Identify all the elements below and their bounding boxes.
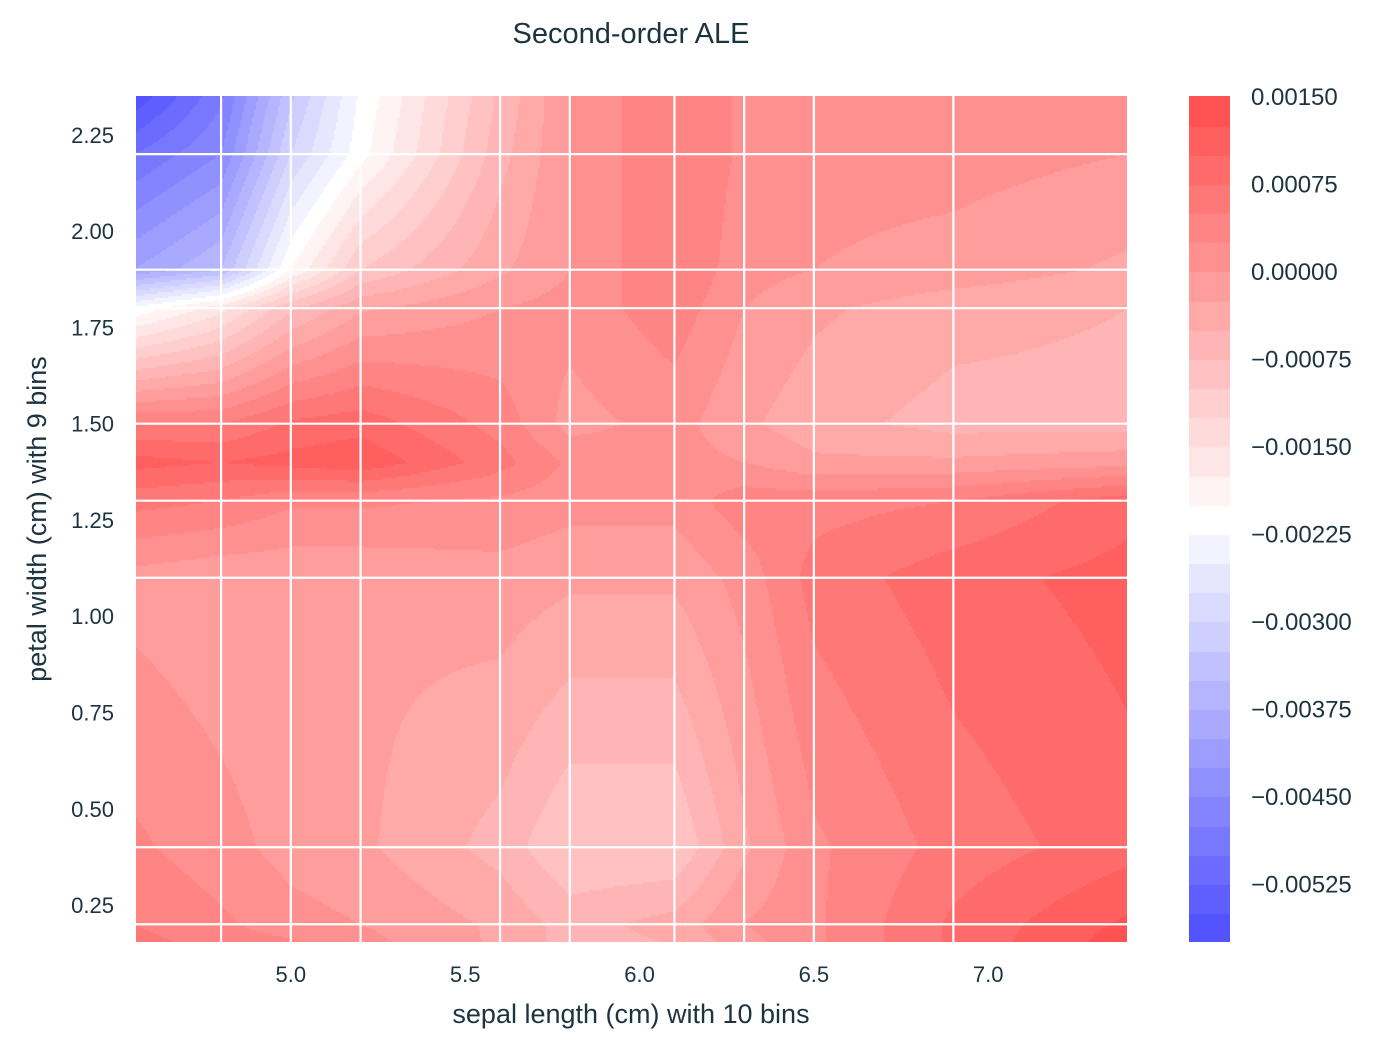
y-tick-label: 1.75 <box>71 315 114 340</box>
colorbar <box>1189 96 1230 942</box>
y-tick-label: 1.25 <box>71 508 114 533</box>
colorbar-tick-label: −0.00150 <box>1251 434 1352 461</box>
y-tick-label: 0.25 <box>71 893 114 918</box>
grid-lines <box>136 96 1127 942</box>
colorbar-tick-label: 0.00150 <box>1251 84 1338 111</box>
x-axis-ticks: 5.0 5.5 6.0 6.5 7.0 <box>276 962 1004 987</box>
y-tick-label: 0.75 <box>71 700 114 725</box>
colorbar-tick-label: −0.00525 <box>1251 872 1352 899</box>
x-axis-label: sepal length (cm) with 10 bins <box>452 999 809 1029</box>
x-tick-label: 7.0 <box>973 962 1004 987</box>
y-tick-label: 2.25 <box>71 123 114 148</box>
colorbar-tick-label: −0.00075 <box>1251 347 1352 374</box>
y-axis-label: petal width (cm) with 9 bins <box>22 356 52 682</box>
contour-fill <box>136 96 1127 942</box>
x-tick-label: 5.0 <box>276 962 307 987</box>
colorbar-tick-label: −0.00300 <box>1251 609 1352 636</box>
colorbar-tick-label: 0.00075 <box>1251 172 1338 199</box>
x-tick-label: 5.5 <box>450 962 481 987</box>
colorbar-tick-label: −0.00375 <box>1251 697 1352 724</box>
x-tick-label: 6.0 <box>624 962 655 987</box>
y-tick-label: 1.00 <box>71 604 114 629</box>
y-axis-ticks: 0.25 0.50 0.75 1.00 1.25 1.50 1.75 2.00 2.25 <box>71 123 114 918</box>
x-tick-label: 6.5 <box>799 962 830 987</box>
y-tick-label: 0.50 <box>71 797 114 822</box>
colorbar-ticks: 0.00150 0.00075 0.00000 −0.00075 −0.00150 −0.… <box>1251 84 1352 899</box>
chart-title: Second-order ALE <box>513 18 750 50</box>
y-tick-label: 2.00 <box>71 219 114 244</box>
y-tick-label: 1.50 <box>71 412 114 437</box>
colorbar-tick-label: −0.00450 <box>1251 784 1352 811</box>
colorbar-tick-label: 0.00000 <box>1251 259 1338 286</box>
colorbar-tick-label: −0.00225 <box>1251 522 1352 549</box>
